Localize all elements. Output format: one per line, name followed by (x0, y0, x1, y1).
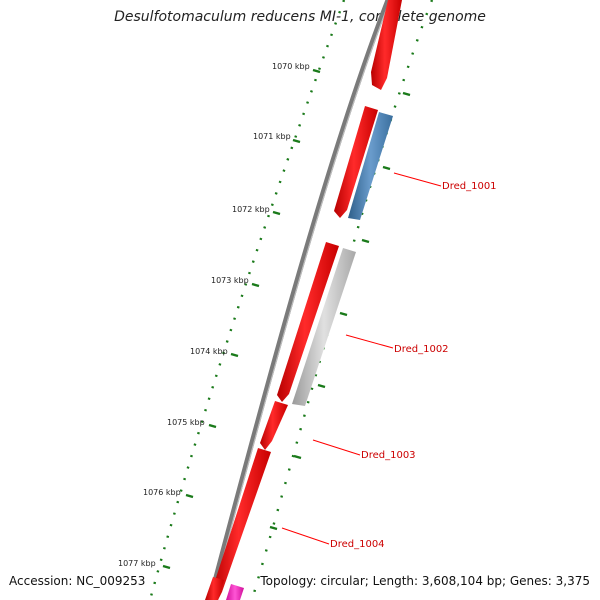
tick-label: 1077 kbp (118, 559, 156, 568)
gene-gaps (319, 94, 381, 239)
topology-label: Topology: circular; Length: 3,608,104 bp… (260, 574, 590, 588)
tick-label: 1073 kbp (211, 276, 249, 285)
tick-label: 1071 kbp (253, 132, 291, 141)
gene-label-dred-1004[interactable]: Dred_1004 (330, 539, 385, 550)
gene-pseudo-grey[interactable] (292, 248, 356, 406)
gene-labels: Dred_1001 Dred_1002 Dred_1003 Dred_1004 (330, 181, 497, 550)
gene-forward[interactable] (212, 448, 271, 600)
gene-rna-blue[interactable] (348, 112, 393, 220)
gene-label-dred-1002[interactable]: Dred_1002 (394, 344, 449, 355)
major-ticks (162, 68, 321, 570)
gene-label-dred-1001[interactable]: Dred_1001 (442, 181, 497, 192)
outer-ticks (250, 0, 434, 600)
gene-forward[interactable] (277, 242, 339, 402)
gene-forward[interactable] (334, 106, 378, 218)
tick-label: 1070 kbp (272, 62, 310, 71)
forward-genes (205, 0, 402, 600)
gene-forward[interactable] (371, 0, 402, 90)
accession-label: Accession: NC_009253 (9, 574, 146, 588)
gene-label-dred-1003[interactable]: Dred_1003 (361, 450, 416, 461)
tick-label: 1075 kbp (167, 418, 205, 427)
tick-labels: 1070 kbp 1071 kbp 1072 kbp 1073 kbp 1074… (118, 62, 310, 568)
gene-label-lines (281, 172, 442, 545)
genome-backbone (207, 0, 391, 600)
inner-ticks (148, 0, 346, 600)
gene-other-pink[interactable] (226, 584, 244, 600)
gene-forward[interactable] (205, 577, 224, 600)
genome-backbone-highlight (211, 0, 391, 600)
tick-label: 1074 kbp (190, 347, 228, 356)
gene-forward[interactable] (260, 401, 288, 450)
tick-label: 1072 kbp (232, 205, 270, 214)
outer-major-ticks (269, 91, 411, 531)
tick-label: 1076 kbp (143, 488, 181, 497)
